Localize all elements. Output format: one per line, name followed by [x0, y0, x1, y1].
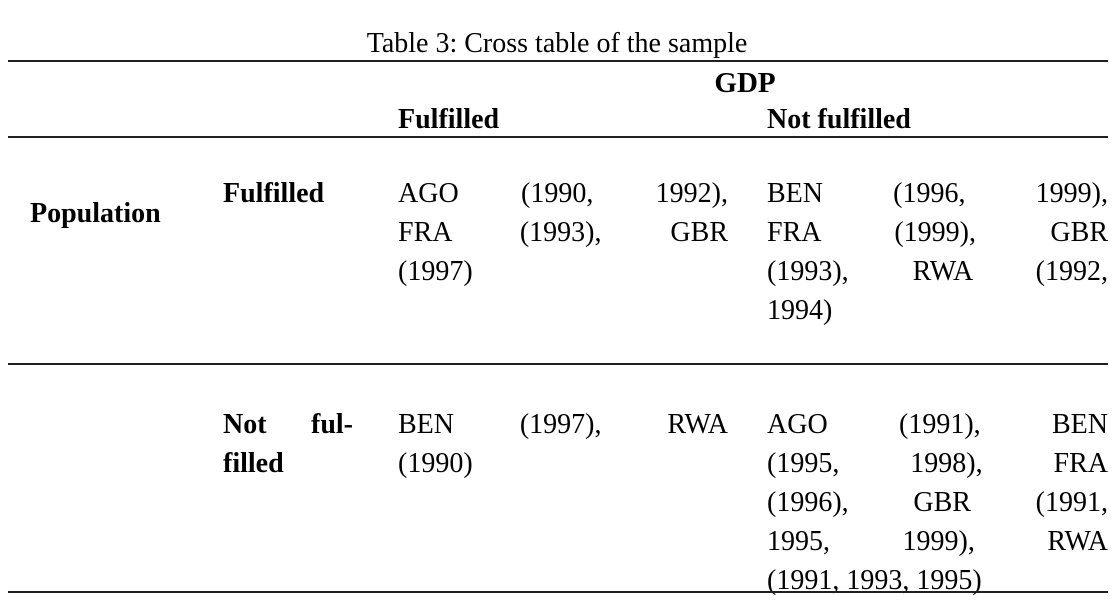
cell-text-line: AGO (1990, 1992), [398, 178, 728, 209]
cell-text-line: (1991, 1993, 1995) [767, 565, 982, 596]
cell-pop-not-fulfilled-gdp-fulfilled: BEN (1997), RWA (1990) [398, 405, 728, 483]
row-group-header-population: Population [30, 198, 161, 229]
cell-text-line: Not ful- [223, 409, 353, 440]
cell-text-line: (1995, 1998), FRA [767, 448, 1108, 479]
cell-text-line: filled [223, 448, 284, 479]
top-rule [8, 60, 1108, 62]
table-caption: Table 3: Cross table of the sample [366, 28, 748, 59]
cell-text-line: BEN (1996, 1999), [767, 178, 1108, 209]
bottom-rule [8, 591, 1108, 593]
cell-text-line: AGO (1991), BEN [767, 409, 1108, 440]
cell-text-line: Fulfilled [223, 178, 325, 209]
col-header-gdp-not-fulfilled: Not fulfilled [767, 104, 911, 135]
cell-pop-not-fulfilled-gdp-not-fulfilled: AGO (1991), BEN (1995, 1998), FRA (1996), … [767, 405, 1108, 600]
cell-text-line: 1994) [767, 295, 833, 326]
cell-text-line: (1996), GBR (1991, [767, 487, 1108, 518]
cell-text-line: (1993), RWA (1992, [767, 256, 1108, 287]
row-header-population-not-fulfilled: Not ful-filled [223, 405, 353, 483]
cell-text-line: FRA (1999), GBR [767, 217, 1108, 248]
cell-text-line: (1997) [398, 256, 473, 287]
cell-text-line: FRA (1993), GBR [398, 217, 728, 248]
row-header-population-fulfilled: Fulfilled [223, 174, 353, 213]
cell-pop-fulfilled-gdp-fulfilled: AGO (1990, 1992), FRA (1993), GBR (1997) [398, 174, 728, 291]
col-header-gdp-fulfilled: Fulfilled [398, 104, 500, 135]
cell-text-line: BEN (1997), RWA [398, 409, 728, 440]
cell-text-line: 1995, 1999), RWA [767, 526, 1108, 557]
column-group-header-gdp: GDP [714, 67, 776, 99]
cell-pop-fulfilled-gdp-not-fulfilled: BEN (1996, 1999), FRA (1999), GBR (1993), … [767, 174, 1108, 330]
header-rule [8, 136, 1108, 138]
cell-text-line: (1990) [398, 448, 473, 479]
mid-rule [8, 363, 1108, 365]
